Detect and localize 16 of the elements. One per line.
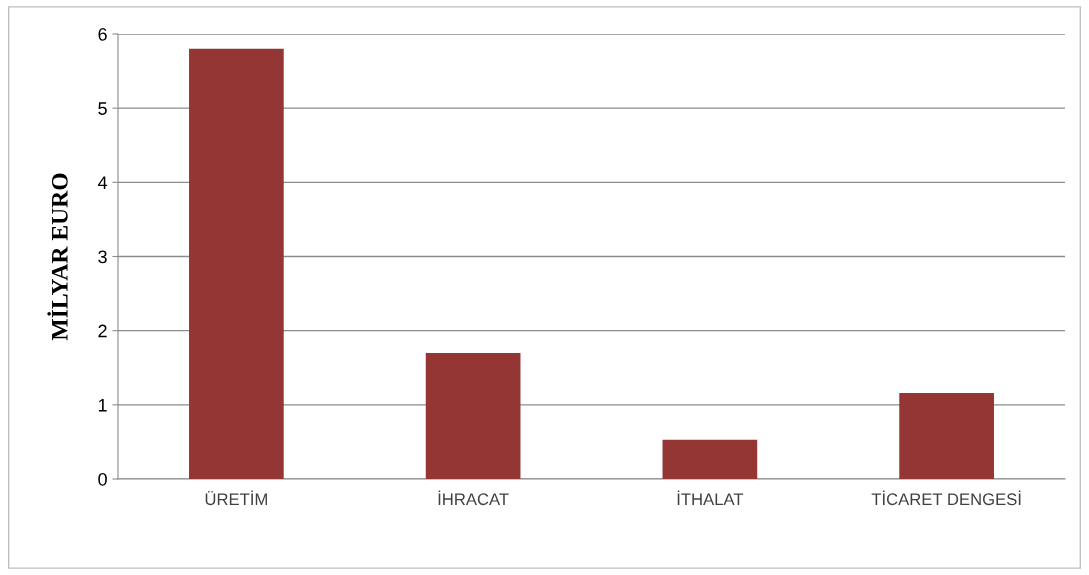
- y-tick-label: 6: [98, 27, 107, 41]
- x-tick-label: ÜRETİM: [205, 490, 267, 506]
- x-tick-label: İHRACAT: [438, 490, 509, 506]
- y-tick-label: 3: [98, 250, 107, 264]
- bar: [425, 352, 521, 479]
- y-axis-title: MİLYAR EURO: [47, 173, 68, 341]
- x-tick-label: İTHALAT: [677, 490, 744, 505]
- bar: [189, 48, 284, 479]
- y-tick-label: 4: [97, 176, 108, 189]
- y-tick-label: 1: [98, 398, 107, 412]
- x-tick-label: TİCARET DENGESİ: [871, 490, 1021, 506]
- bar: [662, 439, 758, 479]
- bar: [899, 392, 994, 479]
- y-tick-label: 5: [98, 102, 107, 115]
- y-tick-label: 2: [98, 324, 107, 338]
- y-tick-label: 0: [98, 472, 107, 486]
